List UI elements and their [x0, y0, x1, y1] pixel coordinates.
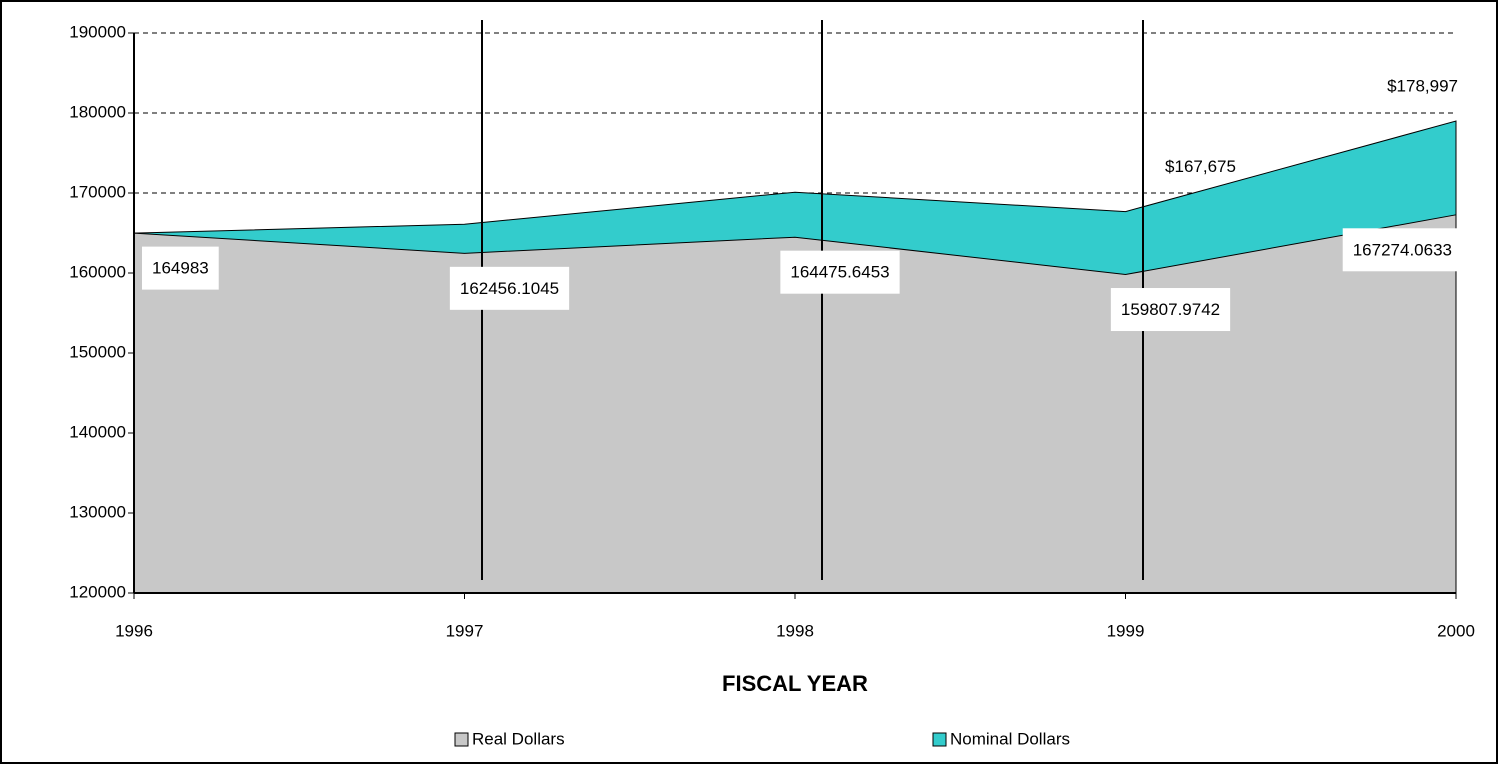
- legend-swatch: [932, 732, 947, 747]
- data-label: 159807.9742: [1121, 300, 1220, 319]
- x-tick-label: 1996: [115, 621, 153, 640]
- legend-label: Nominal Dollars: [950, 729, 1070, 748]
- y-tick-label: 170000: [69, 182, 126, 201]
- y-tick-label: 180000: [69, 102, 126, 121]
- legend-label: Real Dollars: [472, 729, 565, 748]
- label-box: [1110, 288, 1231, 332]
- legend-swatch: [454, 732, 469, 747]
- data-label: 162456.1045: [460, 279, 559, 298]
- data-label: 164983: [152, 259, 209, 278]
- x-tick-label: 1999: [1107, 621, 1145, 640]
- label-box: [780, 250, 900, 294]
- x-tick-label: 2000: [1437, 621, 1475, 640]
- labels: 120000 130000 140000 150000 160000 170000 1800…: [69, 22, 1475, 640]
- y-tick-label: 150000: [69, 342, 126, 361]
- label-box: [1342, 228, 1462, 272]
- label-box: [142, 246, 219, 290]
- x-tick-label: 1997: [446, 621, 484, 640]
- x-tick-label: 1998: [776, 621, 814, 640]
- y-tick-label: 160000: [69, 262, 126, 281]
- data-label: $178,997: [1387, 77, 1458, 96]
- label-box: [449, 266, 570, 310]
- x-axis-title: FISCAL YEAR: [722, 671, 868, 696]
- data-label: 164475.6453: [790, 263, 889, 282]
- y-tick-label: 130000: [69, 502, 126, 521]
- y-tick-label: 120000: [69, 582, 126, 601]
- y-tick-label: 190000: [69, 22, 126, 41]
- data-label: 167274.0633: [1353, 240, 1452, 259]
- y-tick-label: 140000: [69, 422, 126, 441]
- data-label: $167,675: [1165, 157, 1236, 176]
